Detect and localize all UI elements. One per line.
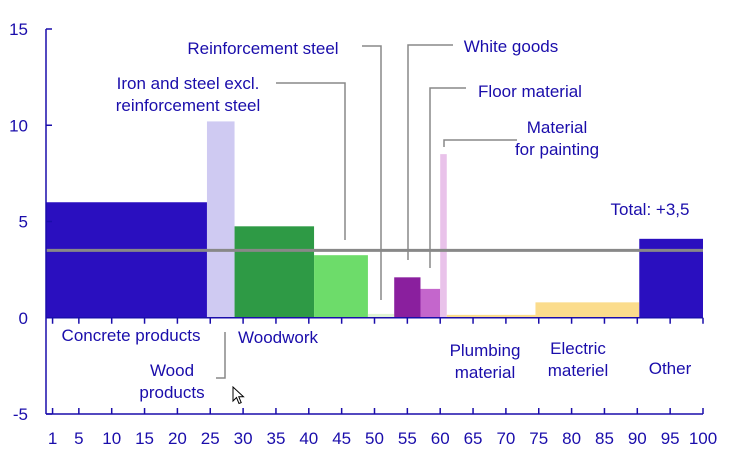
label-plumbing-line1: Plumbing bbox=[450, 341, 521, 360]
x-tick-label-70: 70 bbox=[496, 429, 515, 448]
x-tick-label-60: 60 bbox=[431, 429, 450, 448]
x-tick-label-85: 85 bbox=[595, 429, 614, 448]
label-wood-products-line1: Wood bbox=[150, 361, 194, 380]
x-tick-label-95: 95 bbox=[661, 429, 680, 448]
leader-white-goods bbox=[407, 44, 453, 260]
leader-floor-material bbox=[429, 87, 466, 268]
x-tick-label-10: 10 bbox=[102, 429, 121, 448]
bar-3 bbox=[234, 226, 315, 318]
leader-material-painting bbox=[443, 139, 517, 147]
bar-7 bbox=[420, 288, 441, 318]
x-tick-label-100: 100 bbox=[689, 429, 717, 448]
bar-4 bbox=[314, 255, 368, 318]
label-other: Other bbox=[649, 359, 692, 378]
x-tick-label-40: 40 bbox=[299, 429, 318, 448]
leader-wood-products bbox=[216, 332, 226, 379]
x-tick-label-80: 80 bbox=[562, 429, 581, 448]
x-tick-label-35: 35 bbox=[266, 429, 285, 448]
label-total: Total: +3,5 bbox=[611, 200, 690, 219]
y-tick-label--5: -5 bbox=[13, 405, 28, 424]
bar-5 bbox=[367, 313, 395, 318]
x-tick-label-15: 15 bbox=[135, 429, 154, 448]
label-plumbing-line2: material bbox=[455, 363, 515, 382]
x-tick-label-65: 65 bbox=[464, 429, 483, 448]
bar-8 bbox=[440, 154, 447, 318]
bar-11 bbox=[639, 238, 703, 318]
label-concrete-products: Concrete products bbox=[62, 326, 201, 345]
label-material-painting-line2: for painting bbox=[515, 140, 599, 159]
x-tick-label-25: 25 bbox=[201, 429, 220, 448]
leader-iron-steel bbox=[276, 82, 346, 240]
label-white-goods: White goods bbox=[464, 37, 559, 56]
bar-9 bbox=[446, 314, 536, 318]
x-tick-label-30: 30 bbox=[234, 429, 253, 448]
x-tick-label-45: 45 bbox=[332, 429, 351, 448]
x-tick-label-55: 55 bbox=[398, 429, 417, 448]
bar-2 bbox=[206, 121, 235, 318]
leader-lines-group bbox=[216, 44, 517, 379]
bar-10 bbox=[535, 302, 640, 318]
label-material-painting-line1: Material bbox=[527, 118, 587, 137]
x-tick-label-1: 1 bbox=[48, 429, 57, 448]
mouse-pointer-icon bbox=[232, 386, 245, 405]
x-tick-label-5: 5 bbox=[74, 429, 83, 448]
bar-1 bbox=[46, 202, 207, 318]
label-electric-line2: materiel bbox=[548, 361, 608, 380]
y-tick-label-10: 10 bbox=[9, 116, 28, 135]
x-tick-label-90: 90 bbox=[628, 429, 647, 448]
label-floor-material: Floor material bbox=[478, 82, 582, 101]
leader-reinforcement-steel bbox=[362, 45, 382, 300]
annotation-labels-group: Concrete products Wood products Woodwork… bbox=[62, 37, 692, 402]
y-tick-label-0: 0 bbox=[19, 309, 28, 328]
x-tick-label-20: 20 bbox=[168, 429, 187, 448]
x-tick-label-75: 75 bbox=[529, 429, 548, 448]
label-iron-steel-line1: Iron and steel excl. bbox=[117, 74, 260, 93]
y-tick-label-5: 5 bbox=[19, 213, 28, 232]
label-electric-line1: Electric bbox=[550, 339, 606, 358]
bars-group bbox=[46, 121, 703, 318]
bar-6 bbox=[394, 277, 421, 318]
label-wood-products-line2: products bbox=[139, 383, 204, 402]
label-woodwork: Woodwork bbox=[238, 328, 318, 347]
label-iron-steel-line2: reinforcement steel bbox=[116, 96, 261, 115]
y-tick-label-15: 15 bbox=[9, 20, 28, 39]
label-reinforcement-steel: Reinforcement steel bbox=[187, 39, 338, 58]
x-tick-label-50: 50 bbox=[365, 429, 384, 448]
